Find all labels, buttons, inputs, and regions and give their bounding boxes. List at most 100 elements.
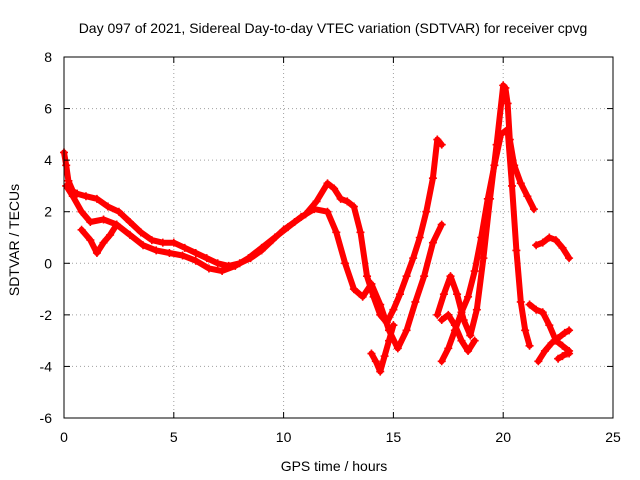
data-point (433, 135, 442, 144)
data-point (218, 267, 227, 276)
chart-title: Day 097 of 2021, Sidereal Day-to-day VTE… (79, 20, 588, 36)
data-point (349, 202, 358, 211)
data-point (512, 246, 521, 255)
data-point (540, 346, 549, 355)
data-point (77, 225, 86, 234)
data-point (165, 248, 174, 257)
data-point (68, 192, 77, 201)
data-point (538, 308, 547, 317)
data-point (125, 230, 134, 239)
series-6-trace (438, 311, 478, 354)
data-point (525, 300, 534, 309)
plot-border (63, 56, 614, 419)
data-point (393, 344, 402, 353)
data-point (310, 205, 319, 214)
data-point (503, 99, 512, 108)
data-point (81, 192, 90, 201)
data-point (257, 243, 266, 252)
data-point (389, 321, 398, 330)
data-point (363, 272, 372, 281)
data-point (444, 344, 453, 353)
y-axis-label: SDTVAR / TECUs (6, 184, 22, 296)
data-point (428, 238, 437, 247)
data-point (169, 238, 178, 247)
data-point (545, 233, 554, 242)
series-3-trace (368, 322, 397, 375)
data-point (343, 197, 352, 206)
data-point (330, 184, 339, 193)
data-point (523, 192, 532, 201)
y-tick-label: 8 (44, 49, 52, 65)
y-tick-label: -2 (40, 307, 53, 323)
data-point (385, 336, 394, 345)
data-point (560, 328, 569, 337)
data-point (437, 140, 446, 149)
data-point (376, 367, 385, 376)
data-point (270, 233, 279, 242)
data-point (178, 251, 187, 260)
x-tick-label: 0 (60, 429, 68, 445)
y-tick-label: -4 (40, 358, 53, 374)
data-point (297, 212, 306, 221)
data-point (565, 349, 574, 358)
data-point (521, 326, 530, 335)
data-point (336, 194, 345, 203)
y-tick-label: 6 (44, 101, 52, 117)
data-point (453, 290, 462, 299)
data-point (470, 267, 479, 276)
data-point (464, 346, 473, 355)
x-tick-label: 15 (386, 429, 402, 445)
data-point (466, 331, 475, 340)
grid (64, 57, 613, 418)
data-point (565, 254, 574, 263)
series-5-trace (438, 126, 533, 365)
data-point (428, 174, 437, 183)
data-point (433, 310, 442, 319)
data-point (551, 236, 560, 245)
data-point (86, 218, 95, 227)
data-series (60, 81, 574, 376)
data-point (283, 223, 292, 232)
data-point (437, 316, 446, 325)
data-point (415, 233, 424, 242)
data-point (516, 297, 525, 306)
data-point (529, 205, 538, 214)
data-point (323, 179, 332, 188)
x-axis-label: GPS time / hours (281, 458, 388, 474)
y-tick-label: -6 (40, 410, 53, 426)
data-point (349, 285, 358, 294)
axes (63, 56, 614, 419)
data-point (389, 305, 398, 314)
data-point (380, 352, 389, 361)
data-point (470, 336, 479, 345)
data-point (202, 254, 211, 263)
data-point (312, 197, 321, 206)
data-point (204, 264, 213, 273)
data-point (395, 290, 404, 299)
series-1-trace (63, 182, 445, 352)
data-point (139, 241, 148, 250)
data-point (477, 233, 486, 242)
data-point (402, 272, 411, 281)
data-point (507, 181, 516, 190)
data-point (356, 228, 365, 237)
data-point (367, 349, 376, 358)
data-point (525, 341, 534, 350)
data-point (77, 207, 86, 216)
data-point (547, 339, 556, 348)
data-point (371, 357, 380, 366)
data-point (191, 256, 200, 265)
data-point (444, 310, 453, 319)
data-point (244, 254, 253, 263)
y-tick-label: 0 (44, 255, 52, 271)
data-point (464, 292, 473, 301)
data-point (409, 254, 418, 263)
data-point (411, 297, 420, 306)
data-point (437, 357, 446, 366)
data-point (125, 218, 134, 227)
data-point (503, 125, 512, 134)
x-tick-label: 10 (276, 429, 292, 445)
data-point (367, 279, 376, 288)
data-point (341, 259, 350, 268)
data-point (437, 220, 446, 229)
